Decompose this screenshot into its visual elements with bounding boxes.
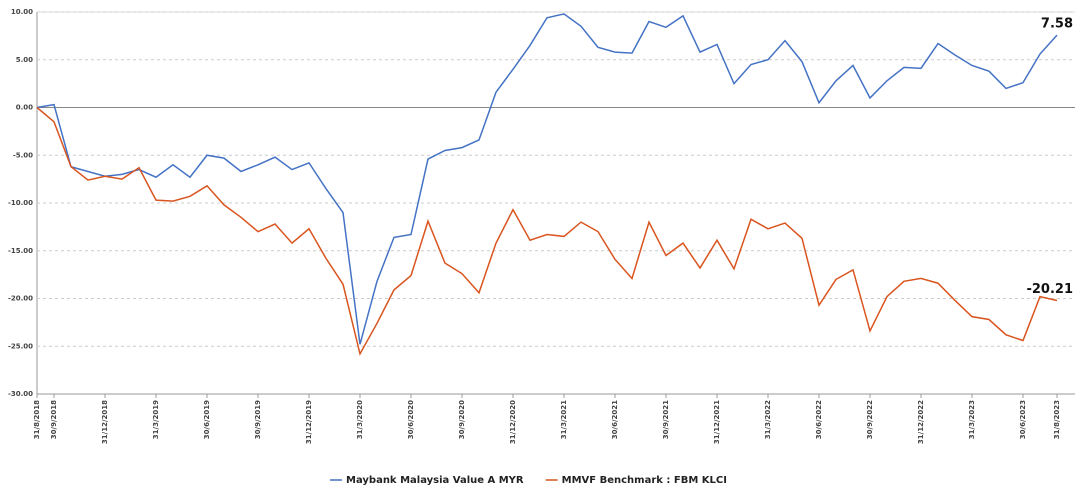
y-tick-label: -20.00 [8, 295, 33, 303]
x-tick-label: 31/12/2020 [509, 400, 517, 444]
x-tick-label: 30/6/2021 [611, 400, 619, 439]
x-tick-label: 30/9/2022 [866, 400, 874, 439]
x-tick-label: 31/3/2023 [968, 400, 976, 439]
y-tick-label: 10.00 [11, 8, 33, 16]
x-tick-label: 30/6/2022 [815, 400, 823, 439]
series-line [36, 13, 1058, 345]
y-tick-label: -15.00 [8, 247, 33, 255]
y-tick-label: 5.00 [16, 56, 33, 64]
legend: Maybank Malaysia Value A MYR MMVF Benchma… [330, 475, 727, 486]
x-tick-label: 30/6/2023 [1019, 400, 1027, 439]
y-tick-label: -25.00 [8, 342, 33, 350]
x-tick-label: 31/3/2019 [152, 400, 160, 439]
x-tick-label: 31/12/2019 [305, 400, 313, 444]
x-tick-label: 30/6/2019 [203, 400, 211, 439]
end-value-label: -20.21 [1026, 282, 1073, 297]
x-tick-label: 31/3/2022 [764, 400, 772, 439]
x-tick-label: 30/6/2020 [407, 400, 415, 439]
x-tick-label: 30/9/2019 [254, 400, 262, 439]
x-tick-label: 31/12/2021 [713, 400, 721, 444]
y-tick-label: -30.00 [8, 390, 33, 398]
y-tick-label: 0.00 [16, 104, 33, 112]
y-tick-label: -10.00 [8, 199, 33, 207]
series-line [36, 106, 1058, 356]
x-tick-label: 31/12/2022 [917, 400, 925, 444]
x-tick-label: 31/3/2020 [356, 400, 364, 439]
x-tick-label: 30/9/2021 [662, 400, 670, 439]
x-tick-label: 31/8/2018 [33, 400, 41, 439]
y-tick-label: -5.00 [13, 151, 33, 159]
x-tick-label: 30/9/2018 [50, 400, 58, 439]
end-value-label: 7.58 [1041, 17, 1073, 32]
x-tick-label: 31/3/2021 [560, 400, 568, 439]
x-tick-label: 31/8/2023 [1053, 400, 1061, 439]
x-tick-label: 31/12/2018 [101, 400, 109, 444]
legend-label: Maybank Malaysia Value A MYR [346, 475, 524, 486]
x-tick-label: 30/9/2020 [458, 400, 466, 439]
legend-label: MMVF Benchmark : FBM KLCI [562, 475, 727, 486]
